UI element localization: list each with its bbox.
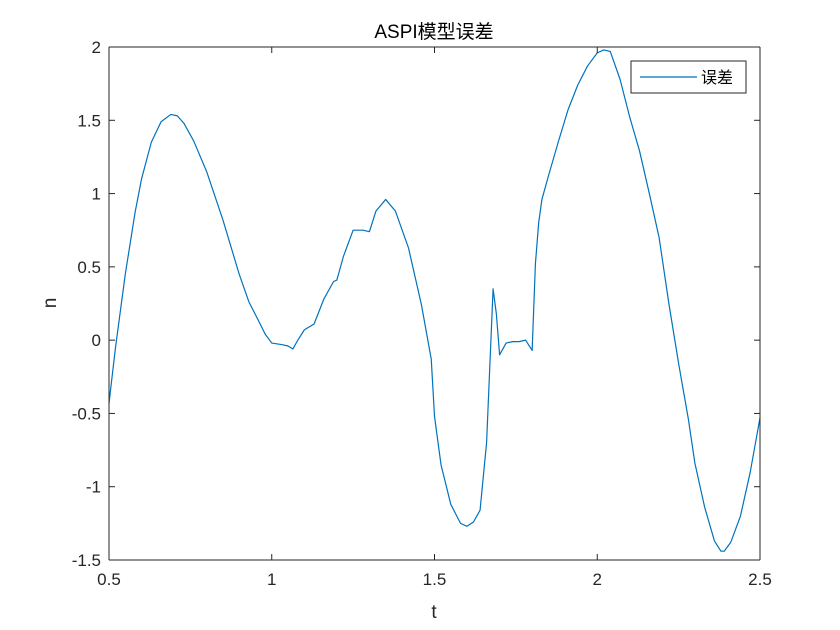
chart-title: ASPI模型误差 — [374, 21, 493, 43]
y-axis-label: n — [40, 298, 61, 309]
x-axis: 0.5 1 1.5 2 2.5 — [97, 47, 772, 589]
series-line-0 — [108, 49, 761, 552]
series-layer — [108, 49, 761, 552]
y-tick-label: -1 — [86, 478, 101, 497]
y-tick-label: 1.5 — [77, 111, 101, 130]
y-tick-label: -1.5 — [72, 551, 101, 570]
x-tick-label: 0.5 — [97, 570, 121, 589]
y-tick-label: 0.5 — [77, 258, 101, 277]
y-tick-label: 2 — [92, 38, 101, 57]
x-axis-label: t — [431, 602, 437, 623]
x-tick-label: 1 — [267, 570, 276, 589]
plot-area: 0.5 1 1.5 2 2.5 -1.5 -1 -0.5 0 0.5 1 1.5 2 — [72, 38, 772, 589]
legend: 误差 — [630, 60, 747, 94]
legend-series-label: 误差 — [701, 68, 733, 87]
y-tick-label: 0 — [92, 331, 101, 350]
x-tick-label: 2 — [593, 570, 602, 589]
x-tick-label: 2.5 — [748, 570, 772, 589]
plot-background — [109, 47, 760, 560]
y-axis: -1.5 -1 -0.5 0 0.5 1 1.5 2 — [72, 38, 760, 570]
x-tick-label: 1.5 — [423, 570, 447, 589]
y-tick-label: 1 — [92, 185, 101, 204]
y-tick-label: -0.5 — [72, 404, 101, 423]
